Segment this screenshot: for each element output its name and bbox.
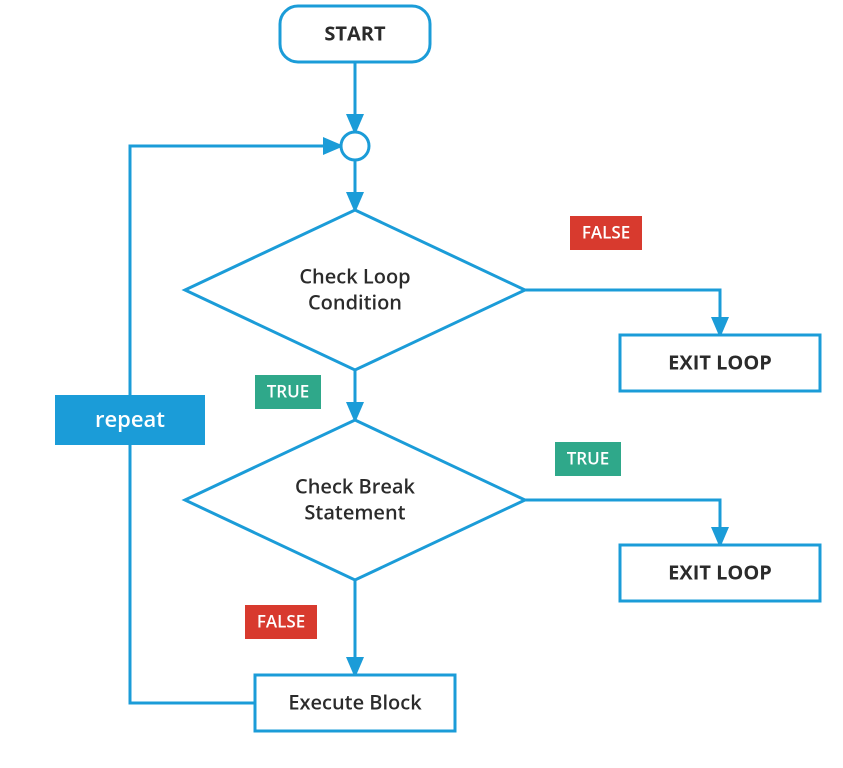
node-execute-block: Execute Block bbox=[255, 675, 455, 731]
node-check-loop-label-2: Condition bbox=[308, 288, 402, 315]
node-exit-loop-1: EXIT LOOP bbox=[620, 335, 820, 391]
flowchart-canvas: START Check Loop Condition Check Break S… bbox=[0, 0, 843, 768]
edge-checkloop-false-to-exit1 bbox=[525, 290, 720, 335]
badge-repeat-label: repeat bbox=[95, 404, 165, 434]
badge-true-mid: TRUE bbox=[255, 375, 321, 409]
badge-false-top-label: FALSE bbox=[582, 221, 630, 244]
node-exit-loop-1-label: EXIT LOOP bbox=[668, 348, 772, 375]
badge-true-right-label: TRUE bbox=[567, 447, 610, 470]
node-check-loop-label-1: Check Loop bbox=[299, 262, 410, 289]
badge-false-bot: FALSE bbox=[245, 605, 317, 639]
badge-false-top: FALSE bbox=[570, 216, 642, 250]
node-check-break-label-1: Check Break bbox=[295, 472, 415, 499]
node-exit-loop-2: EXIT LOOP bbox=[620, 545, 820, 601]
node-check-break-label-2: Statement bbox=[304, 498, 405, 525]
node-exit-loop-2-label: EXIT LOOP bbox=[668, 558, 772, 585]
badge-repeat: repeat bbox=[55, 395, 205, 445]
node-check-loop: Check Loop Condition bbox=[185, 210, 525, 370]
edge-checkbreak-true-to-exit2 bbox=[525, 500, 720, 545]
node-start-label: START bbox=[324, 19, 386, 46]
node-junction bbox=[341, 132, 369, 160]
badge-false-bot-label: FALSE bbox=[257, 610, 305, 633]
node-check-break: Check Break Statement bbox=[185, 420, 525, 580]
badge-true-mid-label: TRUE bbox=[267, 380, 310, 403]
node-execute-label: Execute Block bbox=[288, 688, 422, 715]
badge-true-right: TRUE bbox=[555, 442, 621, 476]
node-start: START bbox=[280, 6, 430, 62]
